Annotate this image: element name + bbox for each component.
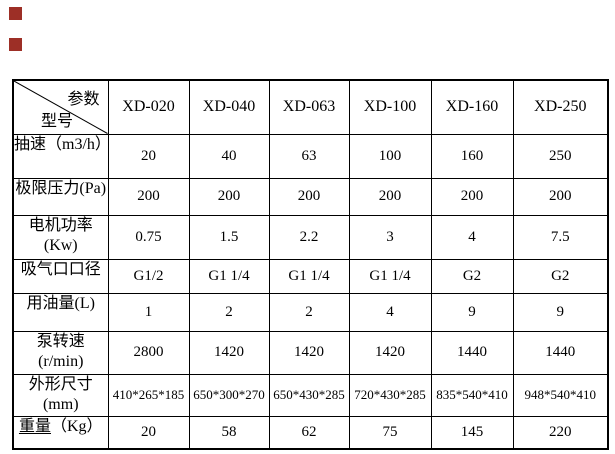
column-header: XD-063 xyxy=(268,79,350,135)
table-cell: 145 xyxy=(430,415,514,450)
table-row: 极限压力(Pa) 200 200 200 200 200 200 xyxy=(12,177,609,216)
corner-param-label: 参数 xyxy=(67,91,100,108)
table-row: 用油量(L) 1 2 2 4 9 9 xyxy=(12,292,609,332)
table-cell: 100 xyxy=(348,133,432,179)
table-cell: 200 xyxy=(348,177,432,216)
row-label: 吸气口口径 xyxy=(12,258,109,294)
table-cell: 835*540*410 xyxy=(430,373,514,417)
table-cell: G1 1/4 xyxy=(268,258,350,294)
row-label: 重量（Kg） xyxy=(12,415,109,450)
table-cell: 650*430*285 xyxy=(268,373,350,417)
table-cell: 720*430*285 xyxy=(348,373,432,417)
table-row: 抽速（m3/h） 20 40 63 100 160 250 xyxy=(12,133,609,179)
corner-model-label: 型号 xyxy=(41,113,74,130)
table-cell: 2 xyxy=(188,292,270,332)
table-cell: 2 xyxy=(268,292,350,332)
table-cell: 4 xyxy=(348,292,432,332)
table-row: 吸气口口径 G1/2 G1 1/4 G1 1/4 G1 1/4 G2 G2 xyxy=(12,258,609,294)
column-header: XD-040 xyxy=(188,79,270,135)
column-header: XD-020 xyxy=(107,79,190,135)
diagonal-line xyxy=(14,81,107,133)
table-cell: 200 xyxy=(107,177,190,216)
table-cell: 200 xyxy=(512,177,609,216)
table-cell: 1440 xyxy=(430,330,514,375)
table-cell: G1 1/4 xyxy=(188,258,270,294)
spec-table: 参数 型号 XD-020 XD-040 XD-063 XD-100 XD-160… xyxy=(12,79,609,450)
table-row: 电机功率 (Kw) 0.75 1.5 2.2 3 4 7.5 xyxy=(12,214,609,260)
table-cell: 0.75 xyxy=(107,214,190,260)
table-cell: 220 xyxy=(512,415,609,450)
table-cell: G2 xyxy=(512,258,609,294)
table-cell: G1 1/4 xyxy=(348,258,432,294)
table-cell: 3 xyxy=(348,214,432,260)
row-label: 泵转速 (r/min) xyxy=(12,330,109,375)
table-cell: 200 xyxy=(430,177,514,216)
table-cell: 650*300*270 xyxy=(188,373,270,417)
table-cell: 20 xyxy=(107,415,190,450)
table-cell: 1420 xyxy=(268,330,350,375)
table-cell: 1 xyxy=(107,292,190,332)
table-cell: 62 xyxy=(268,415,350,450)
table-cell: 200 xyxy=(188,177,270,216)
table-cell: 2.2 xyxy=(268,214,350,260)
table-cell: 948*540*410 xyxy=(512,373,609,417)
table-cell: 75 xyxy=(348,415,432,450)
header-row: 参数 型号 XD-020 XD-040 XD-063 XD-100 XD-160… xyxy=(12,79,609,135)
row-label: 用油量(L) xyxy=(12,292,109,332)
row-label: 外形尺寸 (mm) xyxy=(12,373,109,417)
table-cell: 63 xyxy=(268,133,350,179)
table-cell: G2 xyxy=(430,258,514,294)
column-header: XD-160 xyxy=(430,79,514,135)
table-cell: 58 xyxy=(188,415,270,450)
column-header: XD-100 xyxy=(348,79,432,135)
table-cell: 160 xyxy=(430,133,514,179)
table-cell: 200 xyxy=(268,177,350,216)
table-cell: 9 xyxy=(430,292,514,332)
table-cell: 20 xyxy=(107,133,190,179)
table-cell: 1420 xyxy=(188,330,270,375)
table-cell: 1.5 xyxy=(188,214,270,260)
table-cell: 1420 xyxy=(348,330,432,375)
row-label: 抽速（m3/h） xyxy=(12,133,109,179)
table-cell: 410*265*185 xyxy=(107,373,190,417)
table-cell: 4 xyxy=(430,214,514,260)
table-cell: 7.5 xyxy=(512,214,609,260)
table-cell: 40 xyxy=(188,133,270,179)
column-header: XD-250 xyxy=(512,79,609,135)
table-cell: 9 xyxy=(512,292,609,332)
table-row: 重量（Kg） 20 58 62 75 145 220 xyxy=(12,415,609,450)
red-square-bullet xyxy=(9,7,22,20)
row-label: 电机功率 (Kw) xyxy=(12,214,109,260)
table-cell: 1440 xyxy=(512,330,609,375)
table-row: 外形尺寸 (mm) 410*265*185 650*300*270 650*43… xyxy=(12,373,609,417)
row-label: 极限压力(Pa) xyxy=(12,177,109,216)
table-cell: G1/2 xyxy=(107,258,190,294)
table-row: 泵转速 (r/min) 2800 1420 1420 1420 1440 144… xyxy=(12,330,609,375)
table-cell: 2800 xyxy=(107,330,190,375)
red-square-bullet xyxy=(9,38,22,51)
table-cell: 250 xyxy=(512,133,609,179)
corner-cell: 参数 型号 xyxy=(12,79,109,135)
